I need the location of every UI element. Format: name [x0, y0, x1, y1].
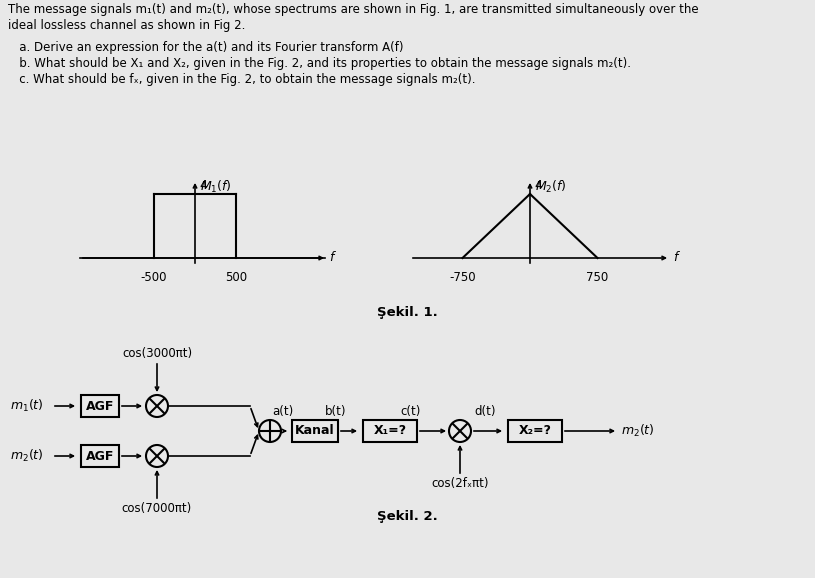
Text: -500: -500 — [141, 271, 167, 284]
Text: ideal lossless channel as shown in Fig 2.: ideal lossless channel as shown in Fig 2… — [8, 19, 245, 32]
Text: $m_1(t)$: $m_1(t)$ — [10, 398, 44, 414]
Text: Kanal: Kanal — [295, 424, 335, 438]
Text: 500: 500 — [225, 271, 247, 284]
Text: $m_2(t)$: $m_2(t)$ — [621, 423, 654, 439]
Text: X₂=?: X₂=? — [518, 424, 552, 438]
Text: Şekil. 2.: Şekil. 2. — [377, 510, 438, 523]
Text: d(t): d(t) — [474, 405, 496, 418]
Text: a(t): a(t) — [272, 405, 293, 418]
Text: c(t): c(t) — [400, 405, 421, 418]
Text: b. What should be X₁ and X₂, given in the Fig. 2, and its properties to obtain t: b. What should be X₁ and X₂, given in th… — [8, 57, 631, 70]
Text: -750: -750 — [449, 271, 476, 284]
Text: c. What should be fₓ, given in the Fig. 2, to obtain the message signals m₂(t).: c. What should be fₓ, given in the Fig. … — [8, 73, 475, 86]
Text: cos(3000πt): cos(3000πt) — [122, 347, 192, 360]
Text: 4: 4 — [199, 179, 207, 192]
Bar — [81, 445, 119, 467]
Text: The message signals m₁(t) and m₂(t), whose spectrums are shown in Fig. 1, are tr: The message signals m₁(t) and m₂(t), who… — [8, 3, 698, 16]
Text: $M_1(f)$: $M_1(f)$ — [200, 179, 231, 195]
Text: 750: 750 — [586, 271, 609, 284]
Text: $f$: $f$ — [329, 250, 337, 264]
Bar — [292, 420, 338, 442]
Text: cos(7000πt): cos(7000πt) — [122, 502, 192, 515]
Text: cos(2fₓπt): cos(2fₓπt) — [431, 477, 489, 490]
Text: AGF: AGF — [86, 399, 114, 413]
Bar — [81, 395, 119, 417]
Text: Şekil. 1.: Şekil. 1. — [377, 306, 438, 319]
Bar — [508, 420, 562, 442]
Text: X₁=?: X₁=? — [373, 424, 407, 438]
Text: 4: 4 — [534, 179, 542, 192]
Text: a. Derive an expression for the a(t) and its Fourier transform A(f): a. Derive an expression for the a(t) and… — [8, 41, 403, 54]
Text: AGF: AGF — [86, 450, 114, 462]
Bar — [363, 420, 417, 442]
Text: $f$: $f$ — [673, 250, 681, 264]
Text: $M_2(f)$: $M_2(f)$ — [535, 179, 566, 195]
Text: b(t): b(t) — [325, 405, 346, 418]
Text: $m_2(t)$: $m_2(t)$ — [10, 448, 44, 464]
